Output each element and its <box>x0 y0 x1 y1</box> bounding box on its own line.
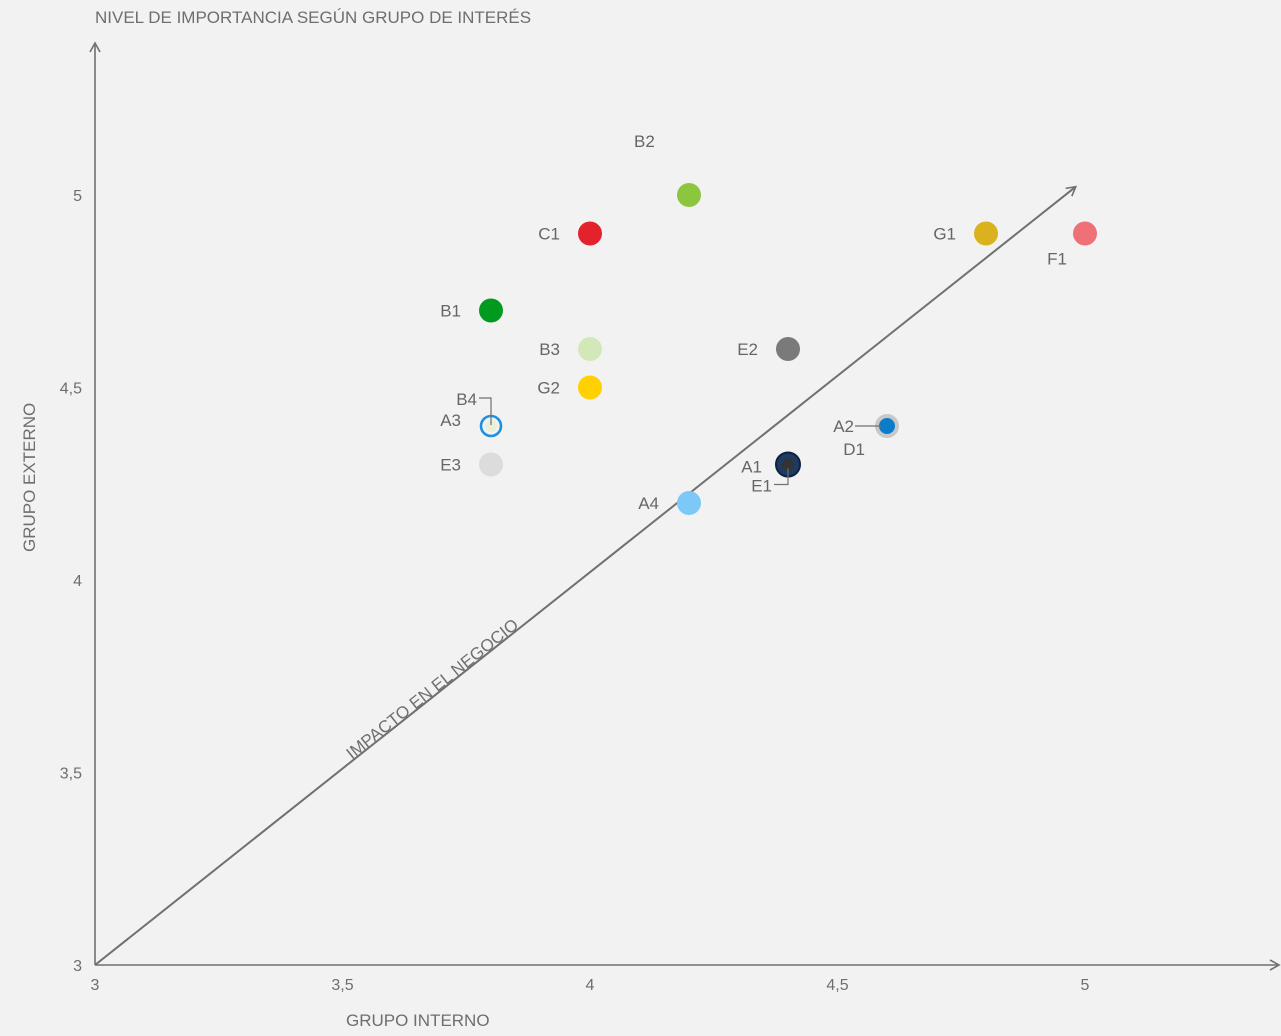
point-b2 <box>677 183 701 207</box>
x-axis-title: GRUPO INTERNO <box>346 1011 490 1030</box>
point-label-a4: A4 <box>638 494 659 513</box>
point-label-a1: A1 <box>741 458 762 477</box>
leader-b4 <box>479 397 492 425</box>
point-e2 <box>776 337 800 361</box>
point-label-b3: B3 <box>539 340 560 359</box>
impact-diagonal-label: IMPACTO EN EL NEGOCIO <box>343 615 522 763</box>
point-label-a2: A2 <box>833 417 854 436</box>
x-tick-label: 4,5 <box>826 977 848 994</box>
chart-title: NIVEL DE IMPORTANCIA SEGÚN GRUPO DE INTE… <box>95 8 531 27</box>
point-label-b4: B4 <box>456 390 477 409</box>
point-label-f1: F1 <box>1047 250 1067 269</box>
point-f1 <box>1073 221 1097 246</box>
point-label-a3: A3 <box>440 411 461 430</box>
point-label-b1: B1 <box>440 302 461 321</box>
point-label-d1: D1 <box>843 440 865 459</box>
impact-diagonal-line <box>94 185 1078 966</box>
leader-e1 <box>774 468 789 486</box>
tick-labels: 3 3,5 4 4,5 5 3 3,5 4 4,5 5 <box>60 188 1090 994</box>
y-tick-label: 4,5 <box>60 381 82 398</box>
point-b4 <box>485 420 497 432</box>
point-b1 <box>479 298 503 323</box>
data-points <box>479 183 1097 515</box>
y-tick-label: 5 <box>73 188 82 205</box>
point-label-b2: B2 <box>634 132 655 151</box>
y-tick-label: 3 <box>73 958 82 975</box>
y-axis-title: GRUPO EXTERNO <box>20 403 39 552</box>
x-tick-label: 3,5 <box>331 977 353 994</box>
x-tick-label: 5 <box>1081 977 1090 994</box>
point-label-g2: G2 <box>537 379 560 398</box>
point-label-c1: C1 <box>538 225 560 244</box>
point-e3 <box>479 452 503 477</box>
point-e1 <box>782 458 794 471</box>
point-label-e3: E3 <box>440 456 461 475</box>
point-a4 <box>677 491 701 515</box>
point-label-g1: G1 <box>933 225 956 244</box>
impact-diagonal: IMPACTO EN EL NEGOCIO <box>94 185 1078 966</box>
point-a2 <box>879 418 895 434</box>
y-tick-label: 4 <box>73 573 82 590</box>
point-g1 <box>974 221 998 246</box>
x-tick-label: 3 <box>91 977 100 994</box>
point-c1 <box>578 221 602 246</box>
y-tick-label: 3,5 <box>60 766 82 783</box>
x-tick-label: 4 <box>586 977 595 994</box>
point-label-e1: E1 <box>751 477 772 496</box>
point-label-e2: E2 <box>737 340 758 359</box>
point-g2 <box>578 375 602 400</box>
axes <box>89 41 1281 971</box>
point-b3 <box>578 337 602 361</box>
